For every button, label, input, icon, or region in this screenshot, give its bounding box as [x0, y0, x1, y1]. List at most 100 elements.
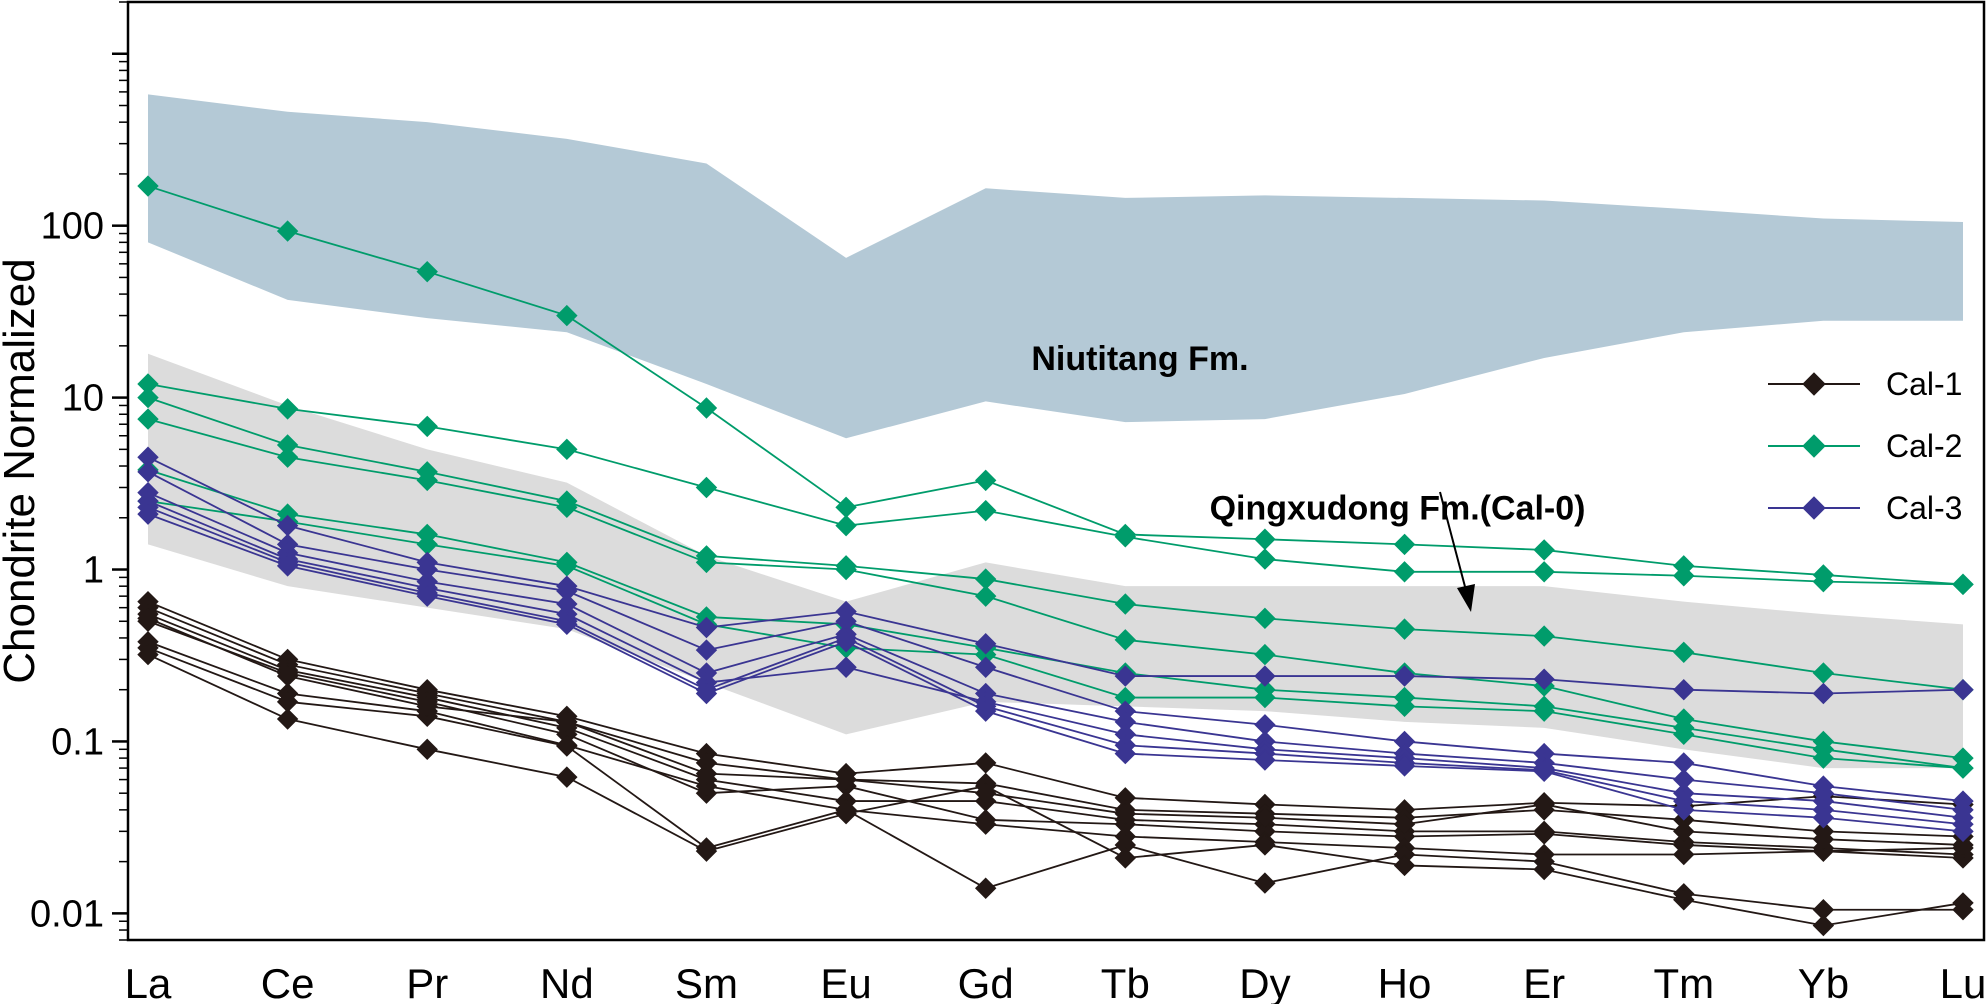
annotations-layer: Niutitang Fm. Qingxudong Fm.(Cal-0) — [1031, 340, 1585, 612]
data-point — [416, 469, 438, 492]
data-point — [416, 695, 438, 718]
data-point — [695, 476, 718, 499]
data-point — [835, 768, 857, 791]
data-point — [1673, 641, 1695, 664]
plot-frame — [126, 0, 1986, 942]
data-point — [416, 585, 438, 607]
data-point — [137, 386, 159, 409]
data-point — [1952, 757, 1974, 779]
series-line — [147, 617, 1964, 846]
x-tick-label-ce: Ce — [261, 960, 315, 1004]
data-point — [835, 656, 857, 678]
data-point — [556, 766, 578, 788]
data-point — [1812, 828, 1835, 850]
data-point — [1952, 820, 1974, 843]
data-point — [1393, 813, 1416, 835]
legend-marker — [1802, 434, 1826, 458]
data-point — [1952, 892, 1974, 914]
data-point — [1393, 854, 1416, 877]
x-axis: La Ce Pr Nd Sm Eu Gd Tb Dy Ho Er Tm Yb Lu — [125, 960, 1986, 1004]
x-tick-label-gd: Gd — [958, 960, 1014, 1004]
data-point — [695, 775, 718, 797]
data-point — [276, 665, 299, 687]
legend: Cal-1 Cal-2 Cal-3 — [1768, 366, 1962, 526]
data-point — [1114, 847, 1137, 869]
data-point — [1812, 807, 1835, 829]
data-point — [974, 499, 997, 522]
series-line — [147, 456, 1964, 695]
series-line — [147, 500, 1964, 819]
data-point — [1393, 618, 1416, 640]
data-point — [416, 415, 438, 438]
data-point — [1673, 889, 1695, 911]
x-tick-label-eu: Eu — [820, 960, 871, 1004]
data-point — [1114, 526, 1137, 548]
data-point — [1393, 695, 1416, 718]
data-point — [974, 656, 997, 678]
data-point — [556, 304, 578, 327]
y-tick-label: 0.1 — [51, 721, 104, 763]
x-tick-label-tm: Tm — [1653, 960, 1714, 1004]
data-point — [1812, 914, 1835, 937]
series-line — [147, 383, 1964, 586]
data-point — [1533, 858, 1555, 881]
data-point — [1533, 561, 1555, 583]
y-axis: 0.01 0.1 1 10 100 — [30, 1, 128, 941]
data-point — [1533, 760, 1555, 783]
data-point — [1254, 686, 1276, 709]
series-layer — [137, 175, 1974, 937]
legend-label: Cal-2 — [1886, 428, 1962, 464]
data-point — [1533, 625, 1555, 647]
x-tick-label-pr: Pr — [406, 960, 448, 1004]
x-tick-label-tb: Tb — [1101, 960, 1150, 1004]
data-point — [835, 496, 857, 519]
series-line — [147, 653, 1964, 927]
data-point — [1254, 607, 1276, 630]
series-cal-3 — [137, 503, 1974, 843]
data-point — [276, 446, 299, 468]
data-point — [556, 438, 578, 461]
x-tick-label-lu: Lu — [1940, 960, 1986, 1004]
data-point — [1254, 807, 1276, 829]
data-point — [416, 738, 438, 761]
data-point — [1254, 528, 1276, 550]
series-line — [147, 613, 1964, 856]
series-line — [147, 185, 1964, 586]
x-tick-label-nd: Nd — [540, 960, 594, 1004]
data-point — [1254, 872, 1276, 894]
y-tick-label: 0.01 — [30, 893, 104, 935]
data-point — [137, 408, 159, 430]
data-point — [1673, 723, 1695, 746]
data-point — [1673, 820, 1695, 843]
series-line — [147, 500, 1964, 769]
data-point — [1254, 548, 1276, 570]
band-qingxudong — [148, 353, 1963, 769]
series-line — [147, 418, 1964, 760]
x-tick-label-sm: Sm — [675, 960, 738, 1004]
data-point — [695, 551, 718, 574]
data-point — [835, 514, 857, 537]
data-point — [974, 633, 997, 655]
data-point — [1533, 793, 1555, 816]
data-point — [695, 616, 718, 639]
data-point — [695, 762, 718, 785]
data-point — [137, 643, 159, 666]
series-line — [147, 396, 1964, 691]
y-tick-label: 100 — [41, 206, 104, 248]
x-tick-label-er: Er — [1523, 960, 1565, 1004]
series-line — [147, 513, 1964, 833]
series-line — [147, 491, 1964, 811]
data-point — [1952, 573, 1974, 596]
data-point — [276, 398, 299, 420]
data-point — [137, 461, 159, 483]
data-point — [1254, 749, 1276, 771]
data-point — [416, 260, 438, 283]
data-point — [1254, 643, 1276, 666]
x-tick-label-ho: Ho — [1378, 960, 1432, 1004]
data-point — [695, 397, 718, 419]
data-point — [974, 700, 997, 722]
bands-layer — [148, 94, 1963, 769]
data-point — [1533, 539, 1555, 561]
data-point — [1114, 593, 1137, 615]
series-line — [147, 506, 1964, 826]
